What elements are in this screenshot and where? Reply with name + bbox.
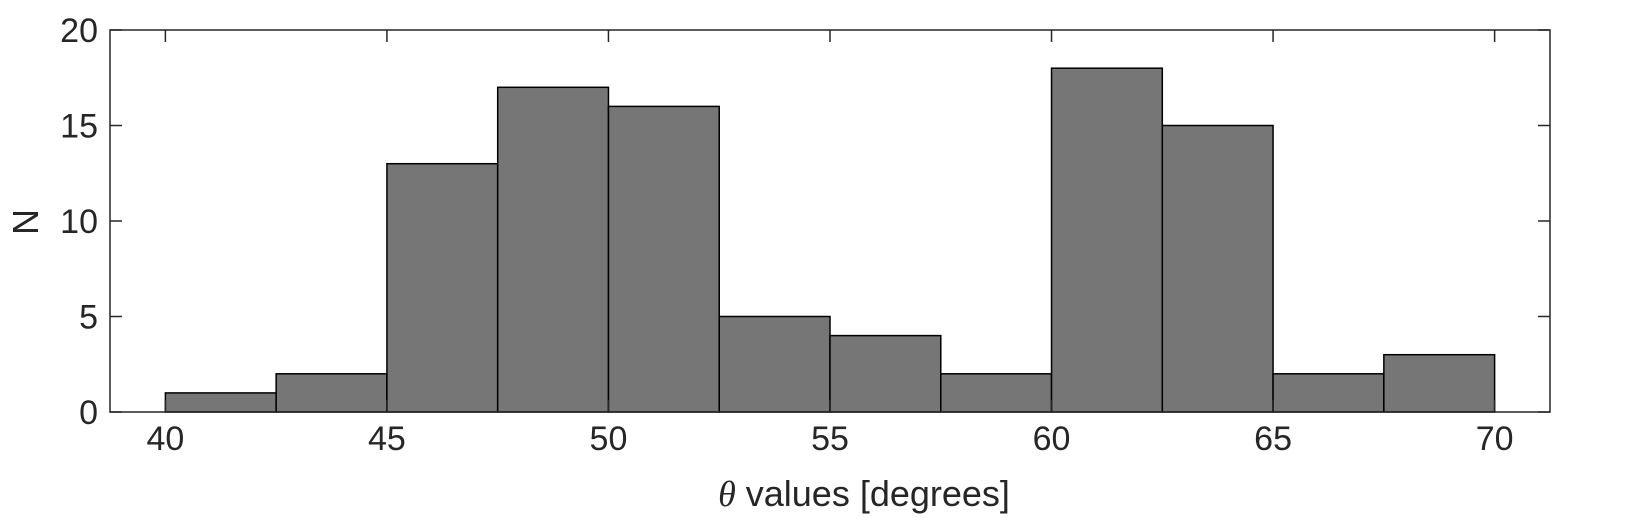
x-tick-label: 45 bbox=[368, 420, 406, 458]
y-tick-labels: 0 5 10 15 20 bbox=[60, 12, 98, 432]
histogram-bar bbox=[496, 86, 610, 413]
histogram-bars bbox=[164, 67, 1496, 413]
histogram-bar bbox=[275, 373, 388, 413]
x-tick-label: 50 bbox=[590, 420, 628, 458]
histogram-bar bbox=[1161, 124, 1274, 413]
y-tick-label: 15 bbox=[60, 108, 98, 146]
x-axis-label-symbol: θ bbox=[718, 474, 736, 514]
x-tick-label: 60 bbox=[1033, 420, 1071, 458]
plot-frame bbox=[109, 29, 1551, 413]
histogram-bar bbox=[718, 315, 831, 413]
y-tick-label: 10 bbox=[60, 203, 98, 241]
histogram-bar bbox=[1272, 373, 1385, 413]
x-axis-label: θ values [degrees] bbox=[718, 473, 1010, 514]
histogram-bar bbox=[386, 162, 499, 413]
histogram-bar bbox=[164, 392, 277, 413]
histogram-bar bbox=[829, 334, 942, 413]
histogram-bar bbox=[607, 105, 720, 413]
histogram-bar bbox=[940, 373, 1053, 413]
x-tick-label: 40 bbox=[146, 420, 184, 458]
x-tick-label: 70 bbox=[1476, 420, 1514, 458]
histogram-bar bbox=[1383, 353, 1496, 413]
y-tick-label: 5 bbox=[79, 299, 98, 337]
histogram-bar bbox=[1050, 67, 1164, 413]
x-tick-label: 55 bbox=[811, 420, 849, 458]
y-axis-label: N bbox=[5, 209, 46, 235]
y-tick-label: 20 bbox=[60, 12, 98, 50]
y-tick-label: 0 bbox=[79, 394, 98, 432]
x-tick-labels: 40 45 50 55 60 65 70 bbox=[146, 420, 1513, 458]
x-axis-label-text: values [degrees] bbox=[736, 473, 1010, 514]
x-tick-label: 65 bbox=[1254, 420, 1292, 458]
